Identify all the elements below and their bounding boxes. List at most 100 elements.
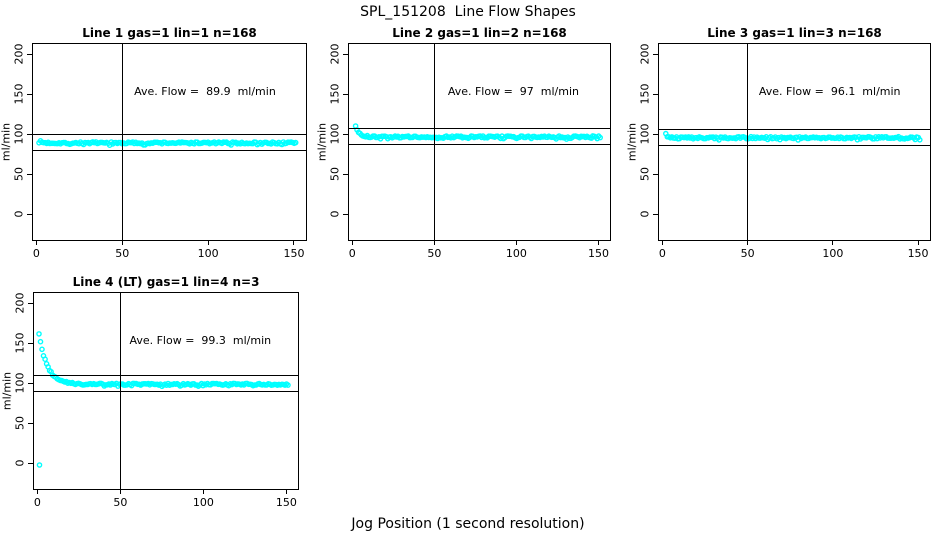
y-tick-label: 200 (328, 43, 342, 65)
panel-title: Line 1 gas=1 lin=1 n=168 (82, 26, 257, 40)
y-tick-label: 100 (638, 123, 652, 145)
y-axis-label: ml/min (0, 122, 13, 162)
y-tick-label: 150 (12, 83, 26, 105)
x-tick (351, 240, 353, 245)
panel-line-4: Line 4 (LT) gas=1 lin=4 n=3 ml/min Ave. … (1, 275, 299, 509)
y-tick-label: 150 (13, 332, 27, 354)
x-tick (121, 240, 123, 245)
x-tick (293, 240, 295, 245)
y-axis-label: ml/min (0, 371, 14, 411)
y-tick-label: 50 (12, 167, 26, 182)
y-tick-label: 200 (638, 43, 652, 65)
y-tick (653, 53, 658, 55)
y-tick (27, 133, 32, 135)
y-tick-label: 50 (328, 167, 342, 182)
x-tick-label: 150 (283, 247, 305, 260)
reference-vline (121, 44, 123, 240)
y-tick (28, 462, 33, 464)
scatter-points-layer (352, 123, 603, 142)
x-tick (35, 240, 37, 245)
series-points (663, 130, 923, 143)
panel-line-3: Line 3 gas=1 lin=3 n=168 ml/min Ave. Flo… (626, 26, 931, 260)
y-tick (27, 93, 32, 95)
avg-flow-annotation: Ave. Flow = 99.3 ml/min (129, 334, 272, 348)
y-tick (343, 213, 348, 215)
y-tick (27, 173, 32, 175)
series-points (352, 123, 603, 142)
x-tick (832, 240, 834, 245)
y-tick-label: 50 (638, 167, 652, 182)
y-tick-label: 150 (328, 83, 342, 105)
x-tick (598, 240, 599, 245)
scatter-points-layer (663, 130, 923, 143)
x-tick-label: 150 (588, 247, 609, 260)
y-tick (343, 173, 348, 175)
y-tick-label: 100 (12, 123, 26, 145)
y-tick-label: 0 (328, 210, 342, 218)
y-tick (343, 133, 348, 135)
y-tick-label: 200 (13, 292, 27, 314)
avg-flow-annotation: Ave. Flow = 89.9 ml/min (134, 85, 276, 99)
figure-title: SPL_151208 Line Flow Shapes (360, 4, 576, 20)
y-tick (27, 53, 32, 55)
x-tick-label: 100 (192, 496, 214, 509)
y-tick-label: 100 (13, 372, 27, 394)
panel-line-1: Line 1 gas=1 lin=1 n=168 ml/min Ave. Flo… (0, 26, 307, 260)
x-tick-label: 0 (348, 247, 356, 260)
x-tick (119, 489, 121, 494)
y-tick-label: 50 (13, 416, 27, 431)
reference-hline (33, 133, 306, 135)
y-tick (343, 93, 348, 95)
reference-hline (659, 129, 930, 131)
y-tick (27, 213, 32, 215)
x-tick-label: 150 (907, 247, 929, 260)
reference-hline (34, 375, 298, 377)
y-tick-label: 0 (638, 210, 652, 218)
y-tick (653, 213, 658, 215)
reference-hline (349, 144, 610, 146)
y-tick (343, 53, 348, 55)
series-points (36, 138, 299, 148)
x-tick-label: 50 (113, 496, 128, 509)
y-tick-label: 200 (12, 43, 26, 65)
x-tick (202, 489, 204, 494)
reference-vline (433, 44, 435, 240)
y-tick (653, 93, 658, 95)
reference-hline (33, 149, 306, 151)
x-tick-label: 100 (505, 247, 527, 260)
series-points (36, 331, 291, 468)
y-axis-label: ml/min (315, 122, 329, 162)
x-tick-label: 50 (740, 247, 755, 260)
y-tick (28, 422, 33, 424)
y-tick-label: 100 (328, 123, 342, 145)
panel-title: Line 3 gas=1 lin=3 n=168 (707, 26, 882, 40)
x-tick (661, 240, 663, 245)
y-tick (28, 342, 33, 344)
x-tick-label: 0 (32, 247, 40, 260)
x-axis-label: Jog Position (1 second resolution) (351, 516, 585, 532)
x-tick (36, 489, 38, 494)
y-axis-label: ml/min (625, 122, 639, 162)
panel-title: Line 2 gas=1 lin=2 n=168 (392, 26, 567, 40)
panel-title: Line 4 (LT) gas=1 lin=4 n=3 (72, 275, 260, 289)
reference-hline (659, 145, 930, 147)
x-tick-label: 0 (658, 247, 666, 260)
scatter-points-layer (36, 138, 299, 148)
reference-vline (747, 44, 749, 240)
reference-hline (349, 128, 610, 130)
x-tick (207, 240, 209, 245)
x-tick (285, 489, 287, 494)
avg-flow-annotation: Ave. Flow = 96.1 ml/min (758, 85, 901, 99)
x-tick-label: 50 (427, 247, 442, 260)
y-tick (653, 173, 658, 175)
x-tick (917, 240, 919, 245)
panel-line-2: Line 2 gas=1 lin=2 n=168 ml/min Ave. Flo… (316, 26, 611, 260)
y-tick (653, 133, 658, 135)
y-tick-label: 0 (13, 459, 27, 467)
x-tick-label: 100 (197, 247, 219, 260)
x-tick-label: 100 (822, 247, 844, 260)
x-tick-label: 50 (115, 247, 130, 260)
x-tick (515, 240, 517, 245)
x-tick (747, 240, 749, 245)
